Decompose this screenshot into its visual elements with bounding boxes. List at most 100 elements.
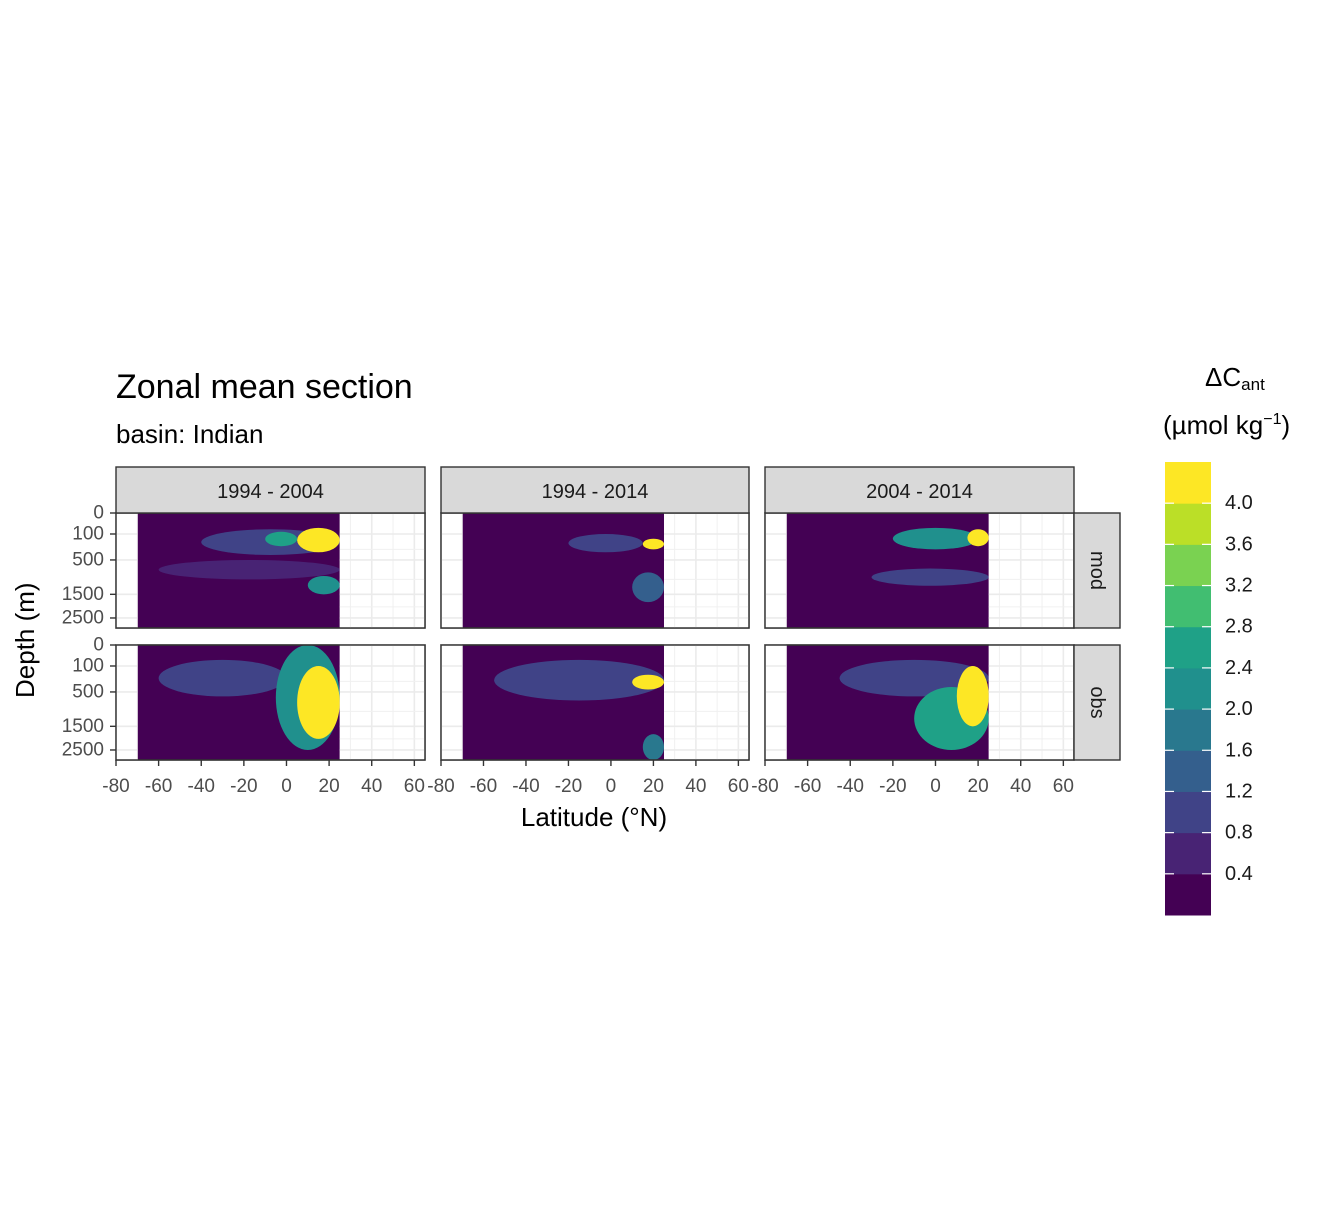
legend-color-bin: [1165, 709, 1211, 751]
chart-title: Zonal mean section: [116, 368, 413, 406]
x-tick-label: -60: [794, 776, 821, 797]
x-tick-label: -60: [145, 776, 172, 797]
contour-region: [956, 665, 989, 727]
panel-mask-mod-2: [440, 512, 750, 629]
y-tick-label: 0: [93, 635, 104, 656]
x-tick-label: 60: [1053, 776, 1074, 797]
y-tick-label: 0: [93, 503, 104, 524]
legend-label: 0.4: [1225, 863, 1253, 885]
facet-strip-label: obs: [1086, 686, 1108, 718]
y-tick-label: 1500: [62, 716, 104, 737]
x-tick-label: 40: [361, 776, 382, 797]
panel-mask: [765, 645, 787, 760]
legend-label: 4.0: [1225, 492, 1253, 514]
legend-label: 2.4: [1225, 657, 1253, 679]
x-tick-label: 60: [404, 776, 425, 797]
legend-title-subscript: ant: [1241, 375, 1265, 394]
contour-region: [632, 674, 665, 690]
legend-color-bin: [1165, 667, 1211, 710]
contour-region: [494, 659, 665, 701]
panel-mask: [441, 645, 463, 760]
x-tick-label: -80: [751, 776, 778, 797]
legend-title-quantity: ΔCant: [1205, 362, 1265, 395]
legend-title-main: ΔC: [1205, 362, 1242, 392]
panel-border: [440, 644, 750, 761]
contour-region: [297, 665, 340, 739]
legend-color-bin: [1165, 873, 1211, 916]
x-tick-label: 40: [685, 776, 706, 797]
facet-strip-row: [1073, 512, 1121, 629]
y-tick-label: 2500: [62, 739, 104, 760]
x-tick-label: -80: [427, 776, 454, 797]
facet-strip-label: mod: [1086, 551, 1108, 590]
contour-region: [642, 734, 665, 760]
facet-strip-label: 1994 - 2004: [217, 481, 324, 503]
contour-region: [967, 529, 989, 547]
contour-region: [632, 572, 665, 603]
x-tick-label: -20: [230, 776, 257, 797]
legend-title-unit: (µmol kg−1): [1163, 410, 1290, 441]
legend-color-bin: [1165, 503, 1211, 545]
contour-region: [297, 527, 340, 553]
x-tick-label: -20: [555, 776, 582, 797]
x-tick-label: -80: [102, 776, 129, 797]
facet-strip-column: [764, 466, 1075, 514]
x-tick-label: -40: [188, 776, 215, 797]
y-tick-label: 1500: [62, 584, 104, 605]
contour-region: [568, 533, 643, 553]
contour-region: [871, 568, 989, 586]
facet-strip-column: [115, 466, 426, 514]
y-tick-label: 500: [72, 681, 104, 702]
panel-mask-obs-2: [440, 644, 750, 761]
x-tick-label: -20: [879, 776, 906, 797]
x-tick-label: 60: [728, 776, 749, 797]
legend-label: 1.2: [1225, 780, 1253, 802]
contour-region: [307, 575, 340, 595]
x-axis-label: Latitude (°N): [520, 802, 668, 832]
x-tick-label: -40: [837, 776, 864, 797]
legend-label: 2.8: [1225, 616, 1253, 638]
legend-label: 0.8: [1225, 822, 1253, 844]
panel-mask-obs-1: [115, 644, 426, 761]
contour-base-fill: [462, 513, 665, 629]
panel-mask: [339, 513, 425, 628]
legend-label: 1.6: [1225, 739, 1253, 761]
x-tick-label: 0: [281, 776, 292, 797]
contour-region: [158, 559, 340, 580]
x-tick-label: 20: [319, 776, 340, 797]
panel-mask: [116, 645, 138, 760]
contour-region: [642, 538, 665, 550]
legend-color-bin: [1165, 832, 1211, 875]
x-tick-label: -40: [512, 776, 539, 797]
y-tick-label: 100: [72, 523, 104, 544]
x-tick-label: 40: [1010, 776, 1031, 797]
facet-strip-column: [440, 466, 750, 514]
x-tick-label: 0: [930, 776, 941, 797]
panel-mask-obs-3: [764, 644, 1075, 761]
contour-region: [265, 531, 298, 547]
panel-mask: [988, 513, 1074, 628]
panel-mask-mod-3: [764, 512, 1075, 629]
panel-mask: [339, 645, 425, 760]
y-tick-label: 100: [72, 655, 104, 676]
panel-mask: [441, 513, 463, 628]
y-tick-label: 2500: [62, 607, 104, 628]
x-tick-label: 20: [968, 776, 989, 797]
legend-color-bin: [1165, 544, 1211, 587]
facet-strip-label: 1994 - 2014: [542, 481, 649, 503]
panel-mask: [988, 645, 1074, 760]
panel-mask-mod-1: [115, 512, 426, 629]
y-tick-label: 500: [72, 549, 104, 570]
panel-mask: [116, 513, 138, 628]
facet-strip-label: 2004 - 2014: [866, 481, 973, 503]
legend-unit-superscript: −1: [1263, 411, 1282, 428]
legend-label: 3.2: [1225, 575, 1253, 597]
legend-label: 2.0: [1225, 698, 1253, 720]
facet-strip-row: [1073, 644, 1121, 761]
panel-border: [115, 644, 426, 761]
chart-subtitle: basin: Indian: [116, 419, 264, 449]
legend-color-bin: [1165, 462, 1211, 504]
panel-mask: [765, 513, 787, 628]
contour-region: [892, 527, 979, 550]
